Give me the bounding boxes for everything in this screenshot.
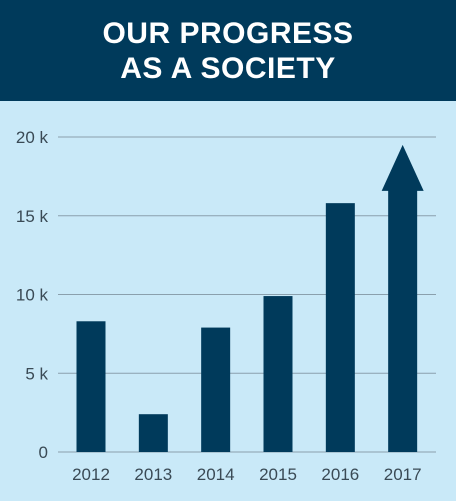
x-tick-label: 2015: [259, 465, 297, 484]
y-tick-label: 5 k: [25, 364, 48, 383]
bar-2014: [201, 327, 231, 452]
x-tick-label: 2012: [72, 465, 110, 484]
y-tick-label: 0: [39, 443, 48, 462]
header-banner: OUR PROGRESS AS A SOCIETY: [0, 0, 456, 101]
bar-chart: 0 5 k 10 k 15 k 20 k 2012 2013 2014 2015 2016 2017: [16, 128, 436, 484]
y-tick-label: 20 k: [16, 128, 49, 147]
title-line-2: AS A SOCIETY: [120, 51, 336, 85]
bar-arrow-2017: [381, 144, 424, 452]
bar-2013: [138, 414, 168, 452]
bar-2012: [76, 321, 106, 452]
bar-2015: [263, 296, 293, 452]
x-tick-label: 2017: [384, 465, 422, 484]
x-tick-label: 2014: [197, 465, 235, 484]
y-tick-label: 10 k: [16, 286, 49, 305]
title-line-1: OUR PROGRESS: [102, 16, 354, 50]
x-tick-label: 2013: [134, 465, 172, 484]
y-tick-label: 15 k: [16, 207, 49, 226]
bar-2016: [325, 203, 355, 452]
x-tick-label: 2016: [321, 465, 359, 484]
